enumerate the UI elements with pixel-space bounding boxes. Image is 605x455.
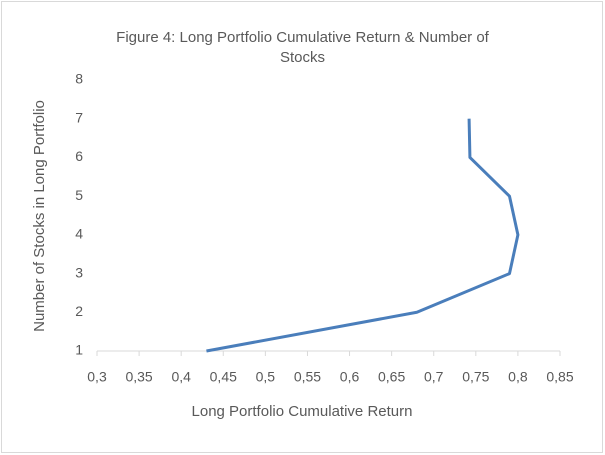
y-tick-label: 3 [75,264,83,280]
y-tick-label: 6 [75,148,83,164]
x-tick-label: 0,5 [256,369,276,385]
y-tick-label: 4 [75,226,83,242]
x-tick-label: 0,8 [508,369,528,385]
y-tick-label: 1 [75,342,83,358]
x-tick-label: 0,65 [378,369,405,385]
x-tick-label: 0,7 [424,369,444,385]
x-tick-label: 0,85 [546,369,573,385]
x-tick-label: 0,3 [87,369,107,385]
y-tick-label: 7 [75,109,83,125]
y-axis-label: Number of Stocks in Long Portfolio [31,100,48,332]
x-tick-label: 0,75 [462,369,489,385]
y-tick-label: 8 [75,71,83,87]
x-tick-label: 0,55 [294,369,321,385]
x-tick-label: 0,35 [125,369,152,385]
x-tick-label: 0,6 [340,369,360,385]
y-tick-label: 5 [75,187,83,203]
x-tick-label: 0,45 [210,369,237,385]
y-tick-label: 2 [75,303,83,319]
chart-title: Figure 4: Long Portfolio Cumulative Retu… [116,29,489,66]
x-axis-label: Long Portfolio Cumulative Return [192,403,413,420]
data-line [206,118,520,353]
x-tick-label: 0,4 [171,369,191,385]
